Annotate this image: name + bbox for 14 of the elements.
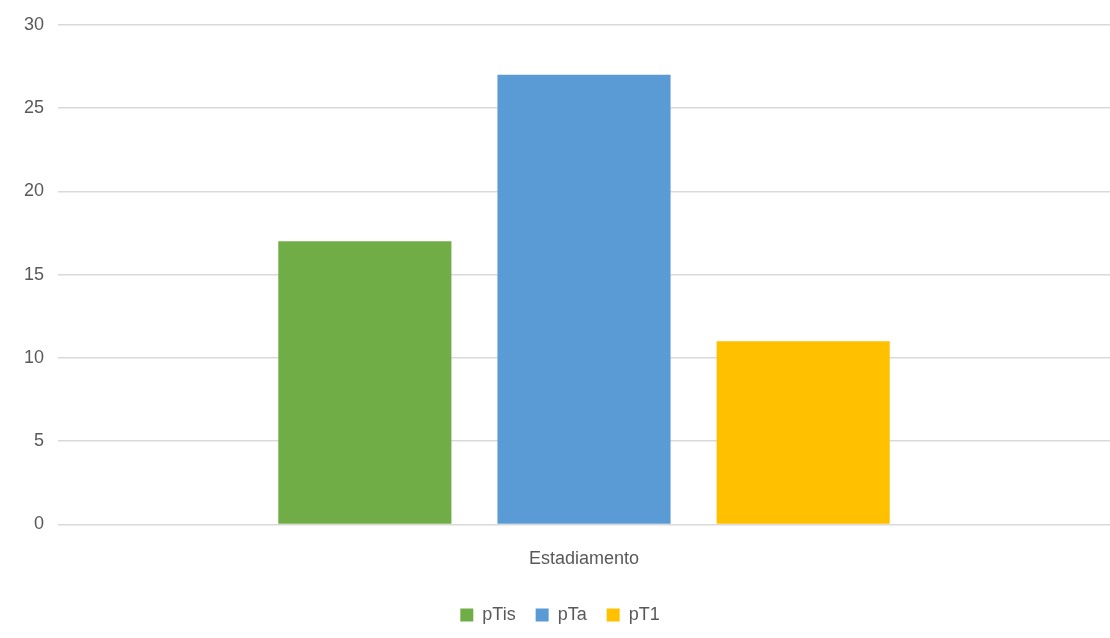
y-tick-label: 20: [23, 180, 45, 201]
y-tick-label: 10: [23, 346, 45, 367]
y-tick-label: 30: [23, 13, 45, 34]
bar: [716, 341, 890, 524]
legend-label: pTa: [557, 603, 588, 624]
y-tick-label: 0: [34, 513, 45, 534]
legend-label: pTis: [482, 603, 516, 624]
bar: [497, 74, 671, 524]
y-tick-label: 15: [23, 263, 45, 284]
y-tick-label: 25: [23, 97, 45, 118]
x-tick-label: Estadiamento: [528, 548, 640, 569]
legend-label: pT1: [628, 603, 660, 624]
y-tick-label: 5: [34, 430, 45, 451]
bar: [278, 241, 452, 524]
